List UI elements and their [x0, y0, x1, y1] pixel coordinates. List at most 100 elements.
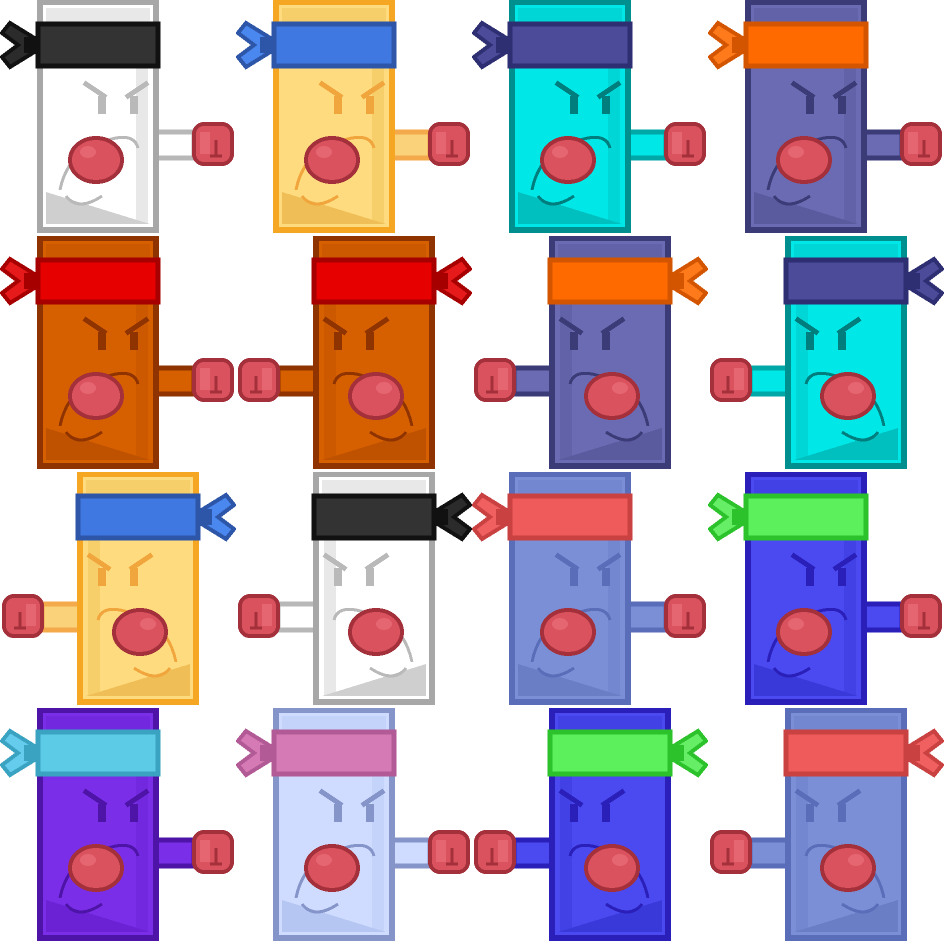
front-glove-icon [776, 136, 832, 184]
boxing-glove-icon [474, 830, 516, 874]
sprite-violet-sky-headband [0, 708, 236, 944]
angry-face [322, 552, 390, 572]
front-glove-icon [820, 372, 876, 420]
front-glove-icon [776, 608, 832, 656]
headband [783, 257, 909, 305]
headband [35, 257, 161, 305]
angry-face [82, 316, 150, 336]
headband [35, 729, 161, 777]
angry-face [794, 316, 862, 336]
headband-bow-icon [906, 728, 944, 778]
sprite-rust-red-headband-left [236, 236, 472, 472]
front-glove-icon [540, 608, 596, 656]
angry-face [558, 788, 626, 808]
headband [75, 493, 201, 541]
angry-face [558, 316, 626, 336]
front-glove-icon [348, 608, 404, 656]
headband [507, 21, 633, 69]
angry-face [790, 80, 858, 100]
front-glove-icon [348, 372, 404, 420]
headband [743, 21, 869, 69]
angry-face [554, 80, 622, 100]
boxing-glove-icon [900, 594, 942, 638]
arm [275, 365, 319, 397]
front-glove-icon [304, 844, 360, 892]
sprite-periwinkle-salmon-headband [472, 472, 708, 708]
arm [389, 129, 433, 161]
boxing-glove-icon [428, 830, 470, 874]
headband-bow-icon [708, 20, 746, 70]
arm [747, 365, 791, 397]
arm [861, 129, 905, 161]
front-glove-icon [68, 372, 124, 420]
headband-bow-icon [198, 492, 236, 542]
sprite-pale-blue-pink-headband [236, 708, 472, 944]
headband-bow-icon [472, 492, 510, 542]
headband [35, 21, 161, 69]
arm [275, 601, 319, 633]
angry-face [82, 80, 150, 100]
boxing-glove-icon [710, 358, 752, 402]
sprite-rust-red-headband-right [0, 236, 236, 472]
headband [271, 21, 397, 69]
boxing-glove-icon [238, 358, 280, 402]
headband-bow-icon [434, 256, 472, 306]
boxing-glove-icon [664, 122, 706, 166]
boxing-glove-icon [664, 594, 706, 638]
front-glove-icon [584, 372, 640, 420]
angry-face [318, 788, 386, 808]
headband-bow-icon [236, 20, 274, 70]
headband-bow-icon [670, 728, 708, 778]
angry-face [794, 788, 862, 808]
boxing-glove-icon [710, 830, 752, 874]
sprite-white-black-headband [0, 0, 236, 236]
angry-face [318, 80, 386, 100]
sprite-blue-green-headband [708, 472, 944, 708]
sprite-blue-green-headband-left [472, 708, 708, 944]
sprite-yellow-blue-headband [236, 0, 472, 236]
boxing-glove-icon [192, 122, 234, 166]
headband-bow-icon [472, 20, 510, 70]
headband [743, 493, 869, 541]
boxing-glove-icon [238, 594, 280, 638]
headband [547, 257, 673, 305]
arm [153, 129, 197, 161]
angry-face [86, 552, 154, 572]
sprite-periwinkle-salmon-headband-left [708, 708, 944, 944]
front-glove-icon [304, 136, 360, 184]
arm [747, 837, 791, 869]
boxing-glove-icon [192, 358, 234, 402]
headband-bow-icon [670, 256, 708, 306]
headband-bow-icon [0, 256, 38, 306]
sprite-slate-orange-headband-left [472, 236, 708, 472]
angry-face [322, 316, 390, 336]
front-glove-icon [584, 844, 640, 892]
boxing-glove-icon [900, 122, 942, 166]
angry-face [82, 788, 150, 808]
angry-face [790, 552, 858, 572]
headband [783, 729, 909, 777]
boxing-glove-icon [474, 358, 516, 402]
front-glove-icon [540, 136, 596, 184]
headband [547, 729, 673, 777]
headband-bow-icon [434, 492, 472, 542]
arm [39, 601, 83, 633]
sprite-slate-orange-headband [708, 0, 944, 236]
headband-bow-icon [708, 492, 746, 542]
arm [389, 837, 433, 869]
arm [625, 601, 669, 633]
front-glove-icon [112, 608, 168, 656]
arm [153, 365, 197, 397]
arm [511, 837, 555, 869]
angry-face [554, 552, 622, 572]
boxing-glove-icon [2, 594, 44, 638]
arm [861, 601, 905, 633]
front-glove-icon [68, 136, 124, 184]
arm [153, 837, 197, 869]
headband-bow-icon [906, 256, 944, 306]
sprite-cyan-navy-headband [472, 0, 708, 236]
headband [271, 729, 397, 777]
front-glove-icon [68, 844, 124, 892]
boxing-glove-icon [192, 830, 234, 874]
